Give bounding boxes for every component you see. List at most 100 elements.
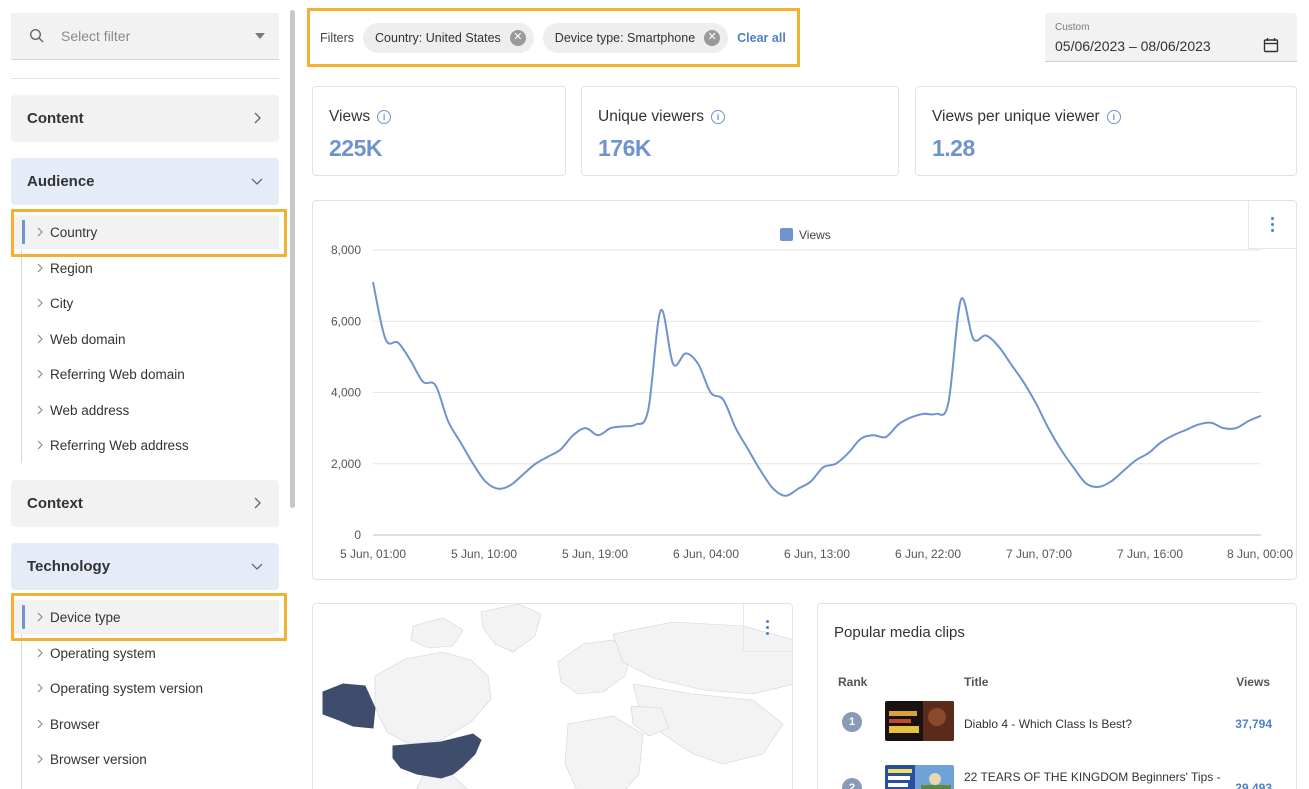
- kpi-value: 176K: [598, 135, 651, 161]
- calendar-icon[interactable]: [1263, 37, 1279, 53]
- sidebar-item-label: City: [50, 295, 74, 311]
- table-row[interactable]: 1 Diablo 4 - Which Class Is Best? 37,794: [818, 699, 1296, 749]
- sidebar-item-label: Device type: [50, 609, 121, 625]
- chevron-right-icon: [254, 497, 261, 509]
- section-context-label: Context: [27, 495, 83, 512]
- kpi-value: 1.28: [932, 135, 975, 161]
- views-chart-card: 0 2,000 4,000 6,000 8,000 5 Jun, 01:00 5 Jun,…: [312, 200, 1297, 580]
- active-filters-bar: Filters Country: United States ✕ Device …: [307, 8, 800, 67]
- sidebar-item-browser[interactable]: Browser: [11, 707, 279, 741]
- search-icon: [29, 28, 44, 43]
- select-filter-dropdown[interactable]: Select filter: [11, 13, 279, 60]
- kpi-card-unique-viewers: Unique viewers i 176K: [581, 86, 899, 176]
- media-title[interactable]: Diablo 4 - Which Class Is Best?: [964, 717, 1133, 731]
- clear-all-link[interactable]: Clear all: [737, 30, 786, 45]
- sidebar-item-label: Operating system version: [50, 680, 204, 696]
- sidebar-item-label: Referring Web domain: [50, 366, 185, 382]
- kpi-value: 225K: [329, 135, 382, 161]
- section-technology[interactable]: Technology: [11, 543, 279, 590]
- legend-label-views: Views: [799, 228, 831, 242]
- chevron-down-icon: [251, 563, 263, 570]
- table-row[interactable]: 2 22 TEARS OF THE KINGDOM Beginners' Tip…: [818, 761, 1296, 789]
- section-context[interactable]: Context: [11, 480, 279, 527]
- kpi-title: Unique viewers: [598, 108, 704, 125]
- audience-items: Country Region City Web domain Referring…: [11, 215, 279, 465]
- x-tick-label: 5 Jun, 01:00: [340, 547, 406, 561]
- sidebar-item-browser-version[interactable]: Browser version: [11, 742, 279, 776]
- section-content-label: Content: [27, 110, 84, 127]
- media-card-title: Popular media clips: [834, 624, 965, 641]
- chevron-right-icon: [37, 683, 43, 693]
- sidebar-item-operating-system-version[interactable]: Operating system version: [11, 671, 279, 705]
- chart-menu-button[interactable]: [1248, 201, 1296, 249]
- x-tick-label: 8 Jun, 00:00: [1227, 547, 1293, 561]
- world-map[interactable]: [313, 604, 793, 789]
- info-icon[interactable]: i: [377, 110, 392, 124]
- map-alaska: [322, 683, 376, 729]
- date-range-picker[interactable]: Custom 05/06/2023 – 08/06/2023: [1045, 13, 1297, 62]
- x-tick-label: 6 Jun, 04:00: [673, 547, 739, 561]
- video-thumbnail[interactable]: [885, 701, 954, 741]
- video-thumbnail[interactable]: [885, 765, 954, 789]
- map-europe: [557, 639, 632, 695]
- map-united-states: [392, 733, 482, 779]
- chevron-right-icon: [254, 112, 261, 124]
- filter-chip-label: Device type: Smartphone: [554, 30, 696, 45]
- close-icon[interactable]: ✕: [509, 29, 526, 46]
- column-header-title[interactable]: Title: [964, 675, 989, 689]
- x-tick-label: 5 Jun, 19:00: [562, 547, 628, 561]
- chevron-right-icon: [37, 648, 43, 658]
- section-content[interactable]: Content: [11, 95, 279, 142]
- map-middle-east: [630, 705, 670, 737]
- kpi-title: Views: [329, 108, 371, 125]
- sidebar-item-region[interactable]: Region: [11, 251, 279, 285]
- info-icon[interactable]: i: [1106, 110, 1121, 124]
- tree-line: [21, 600, 22, 789]
- date-range-value: 05/06/2023 – 08/06/2023: [1055, 38, 1211, 54]
- chevron-right-icon: [37, 369, 43, 379]
- sidebar-item-web-address[interactable]: Web address: [11, 393, 279, 427]
- caret-down-icon: [255, 33, 265, 39]
- sidebar-item-label: Browser version: [50, 751, 147, 767]
- x-tick-label: 7 Jun, 16:00: [1117, 547, 1183, 561]
- x-tick-label: 6 Jun, 22:00: [895, 547, 961, 561]
- sidebar-item-label: Browser: [50, 716, 100, 732]
- x-tick-label: 7 Jun, 07:00: [1006, 547, 1072, 561]
- sidebar-item-referring-web-address[interactable]: Referring Web address: [11, 428, 279, 462]
- y-tick-label: 2,000: [331, 457, 361, 471]
- filter-chip-device-type[interactable]: Device type: Smartphone ✕: [542, 22, 729, 53]
- media-views: 29,493: [1235, 781, 1272, 789]
- sidebar-item-operating-system[interactable]: Operating system: [11, 636, 279, 670]
- kpi-title: Views per unique viewer: [932, 108, 1100, 125]
- map-canada: [374, 651, 492, 745]
- sidebar-item-country[interactable]: Country: [11, 215, 279, 249]
- map-arctic-islands: [410, 617, 464, 649]
- map-greenland: [480, 604, 542, 653]
- sidebar-scrollbar[interactable]: [290, 10, 295, 508]
- map-africa: [564, 715, 644, 789]
- kpi-card-views-per-viewer: Views per unique viewer i 1.28: [915, 86, 1297, 176]
- select-filter-placeholder: Select filter: [61, 28, 131, 44]
- media-title[interactable]: 22 TEARS OF THE KINGDOM Beginners' Tips …: [964, 770, 1221, 784]
- close-icon[interactable]: ✕: [704, 29, 721, 46]
- sidebar-item-referring-web-domain[interactable]: Referring Web domain: [11, 357, 279, 391]
- chevron-right-icon: [37, 719, 43, 729]
- chevron-right-icon: [37, 227, 43, 237]
- date-range-label: Custom: [1055, 22, 1090, 33]
- filters-label: Filters: [320, 30, 355, 45]
- sidebar-item-device-type[interactable]: Device type: [11, 600, 279, 634]
- column-header-rank[interactable]: Rank: [838, 675, 868, 689]
- section-audience[interactable]: Audience: [11, 158, 279, 205]
- x-tick-label: 6 Jun, 13:00: [784, 547, 850, 561]
- filter-chip-label: Country: United States: [375, 30, 501, 45]
- column-header-views[interactable]: Views: [1236, 675, 1270, 689]
- chevron-right-icon: [37, 440, 43, 450]
- rank-badge: 1: [842, 712, 862, 732]
- filter-chip-country[interactable]: Country: United States ✕: [363, 22, 534, 53]
- chevron-right-icon: [37, 405, 43, 415]
- sidebar-item-city[interactable]: City: [11, 286, 279, 320]
- sidebar-item-label: Region: [50, 260, 93, 276]
- sidebar-item-web-domain[interactable]: Web domain: [11, 322, 279, 356]
- info-icon[interactable]: i: [710, 110, 725, 124]
- map-menu-button[interactable]: [743, 604, 791, 652]
